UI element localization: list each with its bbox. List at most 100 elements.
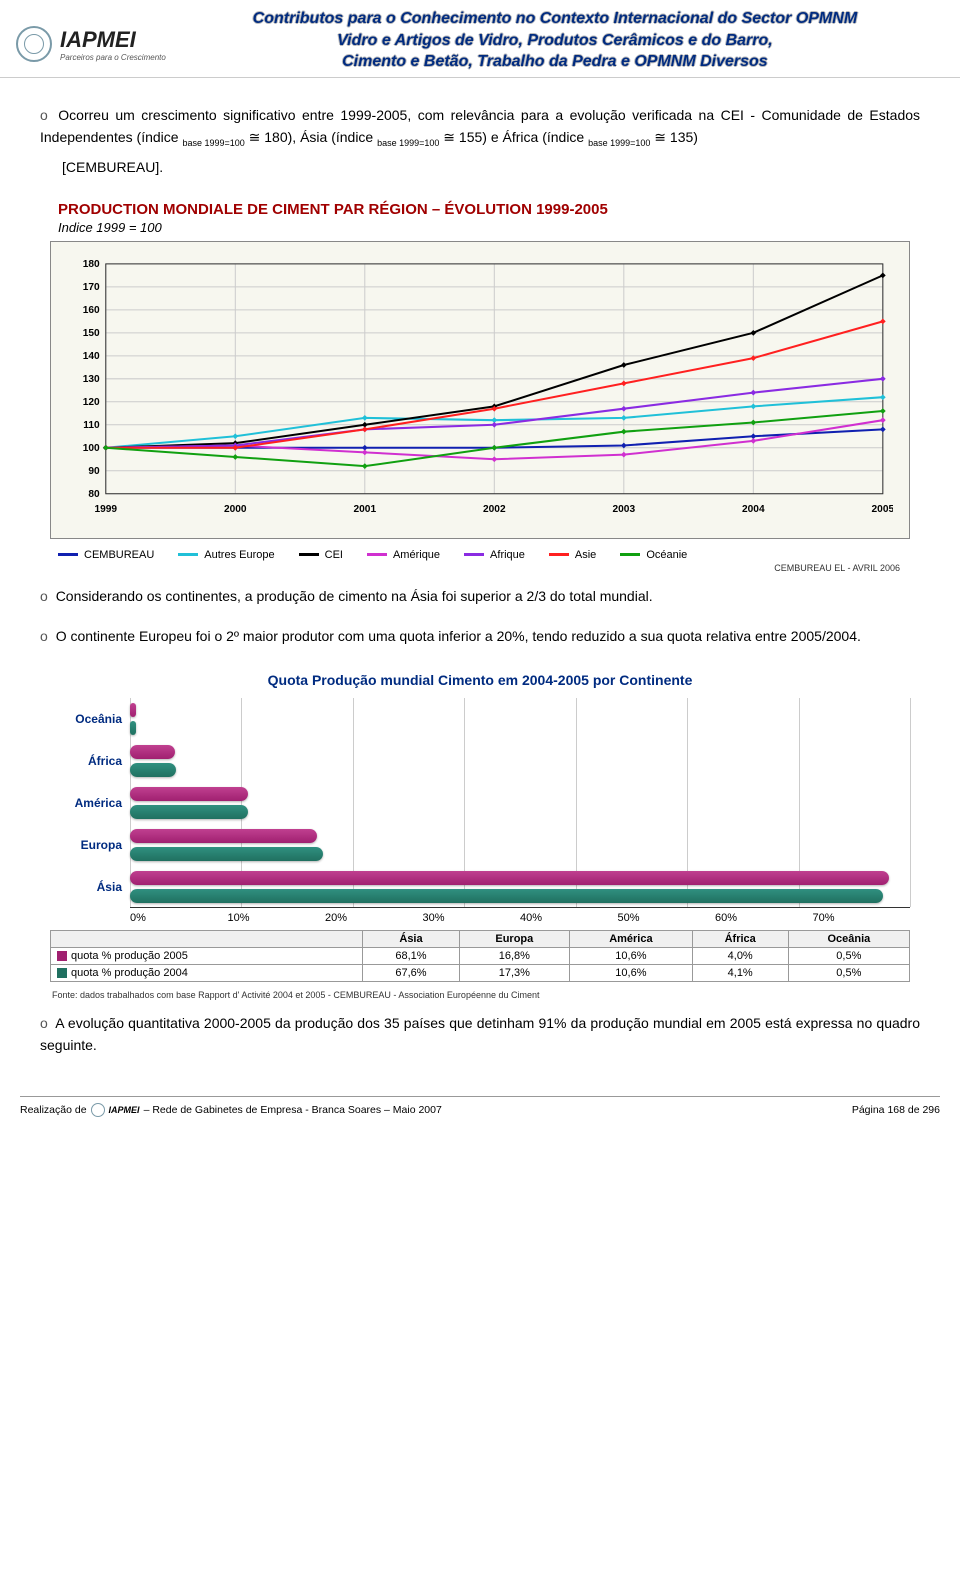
chart2-xtick: 30% [423, 912, 521, 924]
chart1-title: PRODUCTION MONDIALE DE CIMENT PAR RÉGION… [40, 197, 920, 220]
header-titles: Contributos para o Conhecimento no Conte… [166, 8, 944, 73]
tiny-logo-icon [91, 1103, 105, 1117]
row-label-text: quota % produção 2004 [71, 967, 188, 979]
chart2-bar-2004 [130, 805, 248, 819]
para3-text: O continente Europeu foi o 2º maior prod… [56, 628, 861, 644]
svg-text:1999: 1999 [94, 504, 117, 515]
swatch-icon [57, 968, 67, 978]
svg-text:80: 80 [88, 489, 100, 500]
para1-dot: . [159, 159, 163, 175]
table-cell: 10,6% [570, 947, 693, 964]
svg-text:2001: 2001 [354, 504, 377, 515]
chart2-xtick: 50% [618, 912, 716, 924]
para1-t2: ≅ 180), Ásia (índice [245, 129, 377, 145]
chart2-plot [130, 698, 910, 908]
paragraph-2: o Considerando os continentes, a produçã… [40, 585, 920, 607]
tiny-logo-text: IAPMEI [109, 1105, 140, 1115]
legend-swatch-icon [464, 553, 484, 556]
svg-text:110: 110 [83, 420, 100, 431]
chart2-title: Quota Produção mundial Cimento em 2004-2… [40, 666, 920, 698]
legend-swatch-icon [549, 553, 569, 556]
legend-label: CEMBUREAU [84, 549, 154, 561]
chart2-xtick: 20% [325, 912, 423, 924]
chart2-gridline [910, 698, 911, 907]
table-row-label: quota % produção 2004 [51, 964, 363, 981]
table-row: quota % produção 200467,6%17,3%10,6%4,1%… [51, 964, 910, 981]
chart1-legend-item: CEI [299, 549, 343, 561]
chart2-xtick: 60% [715, 912, 813, 924]
logo-block: IAPMEI Parceiros para o Crescimento [16, 26, 166, 62]
legend-swatch-icon [367, 553, 387, 556]
page-footer: Realização de IAPMEI – Rede de Gabinetes… [20, 1096, 940, 1127]
chart1: PRODUCTION MONDIALE DE CIMENT PAR RÉGION… [40, 197, 920, 573]
table-header-cell: Ásia [363, 930, 459, 947]
table-header-cell: Oceânia [788, 930, 909, 947]
content: o Ocorreu um crescimento significativo e… [0, 78, 960, 1083]
table-header-cell [51, 930, 363, 947]
paragraph-3: o O continente Europeu foi o 2º maior pr… [40, 625, 920, 647]
header-title-line2: Vidro e Artigos de Vidro, Produtos Cerâm… [166, 30, 944, 52]
chart2-body: OceâniaÁfricaAméricaEuropaÁsia [40, 698, 920, 908]
table-header-cell: Europa [459, 930, 570, 947]
table-cell: 0,5% [788, 947, 909, 964]
chart2-bar-2005 [130, 871, 889, 885]
svg-text:90: 90 [88, 466, 100, 477]
chart2-bar-2004 [130, 889, 883, 903]
chart2-bar-2004 [130, 763, 176, 777]
para4-text: A evolução quantitativa 2000-2005 da pro… [40, 1015, 920, 1053]
chart2-source: Fonte: dados trabalhados com base Rappor… [40, 984, 920, 1002]
footer-left-pre: Realização de [20, 1104, 87, 1116]
table-row-label: quota % produção 2005 [51, 947, 363, 964]
chart2-xtick: 0% [130, 912, 228, 924]
chart1-legend-item: Amérique [367, 549, 440, 561]
legend-label: Amérique [393, 549, 440, 561]
table-cell: 68,1% [363, 947, 459, 964]
chart2-bar-2005 [130, 787, 248, 801]
chart2-bar-2005 [130, 829, 317, 843]
table-cell: 0,5% [788, 964, 909, 981]
svg-text:120: 120 [83, 397, 100, 408]
legend-label: Afrique [490, 549, 525, 561]
chart2-xtick: 10% [228, 912, 326, 924]
para2-text: Considerando os continentes, a produção … [56, 588, 653, 604]
bullet-icon: o [40, 107, 48, 123]
footer-left-post: – Rede de Gabinetes de Empresa - Branca … [144, 1104, 442, 1116]
chart2-ylabel: África [50, 754, 122, 768]
bullet-icon: o [40, 1015, 48, 1031]
table-cell: 10,6% [570, 964, 693, 981]
table-cell: 67,6% [363, 964, 459, 981]
chart2-bar-2005 [130, 703, 136, 717]
row-label-text: quota % produção 2005 [71, 950, 188, 962]
footer-left: Realização de IAPMEI – Rede de Gabinetes… [20, 1103, 442, 1117]
chart1-legend-item: Océanie [620, 549, 687, 561]
legend-label: Asie [575, 549, 596, 561]
chart2-ylabel: Oceânia [50, 712, 122, 726]
svg-text:180: 180 [83, 259, 100, 270]
chart1-plotbox: 8090100110120130140150160170180199920002… [50, 241, 910, 539]
table-cell: 4,1% [692, 964, 788, 981]
chart2-bar-2005 [130, 745, 175, 759]
chart2-ylabel: Europa [50, 838, 122, 852]
para1-s2: base 1999=100 [377, 138, 439, 148]
logo-text-block: IAPMEI Parceiros para o Crescimento [60, 27, 166, 62]
chart2-bar-2004 [130, 721, 136, 735]
chart1-legend-item: Autres Europe [178, 549, 274, 561]
para1-ref-line: [CEMBUREAU]. [40, 156, 920, 178]
para1-s1: base 1999=100 [182, 138, 244, 148]
legend-swatch-icon [58, 553, 78, 556]
chart2-xtick: 70% [813, 912, 911, 924]
logo-icon [16, 26, 52, 62]
chart1-legend-item: CEMBUREAU [58, 549, 154, 561]
chart2-ylabels: OceâniaÁfricaAméricaEuropaÁsia [50, 698, 130, 908]
legend-swatch-icon [620, 553, 640, 556]
svg-text:2005: 2005 [872, 504, 893, 515]
legend-label: Autres Europe [204, 549, 274, 561]
chart1-subtitle: Indice 1999 = 100 [40, 220, 920, 241]
table-row: quota % produção 200568,1%16,8%10,6%4,0%… [51, 947, 910, 964]
chart1-source: CEMBUREAU EL - AVRIL 2006 [40, 563, 920, 573]
svg-text:160: 160 [83, 305, 100, 316]
svg-text:150: 150 [83, 328, 100, 339]
table-header-row: ÁsiaEuropaAméricaÁfricaOceânia [51, 930, 910, 947]
table-cell: 4,0% [692, 947, 788, 964]
chart2-bar-2004 [130, 847, 323, 861]
